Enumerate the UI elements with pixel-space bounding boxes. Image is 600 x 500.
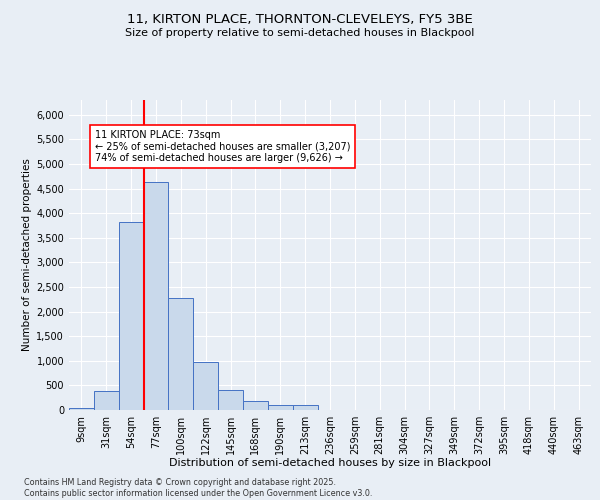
Bar <box>293 405 317 410</box>
Bar <box>218 390 243 410</box>
Text: 11 KIRTON PLACE: 73sqm
← 25% of semi-detached houses are smaller (3,207)
74% of : 11 KIRTON PLACE: 73sqm ← 25% of semi-det… <box>95 130 350 162</box>
Bar <box>69 408 94 410</box>
Bar <box>243 401 268 410</box>
Bar <box>268 404 293 410</box>
Bar <box>119 222 143 410</box>
Text: 11, KIRTON PLACE, THORNTON-CLEVELEYS, FY5 3BE: 11, KIRTON PLACE, THORNTON-CLEVELEYS, FY… <box>127 12 473 26</box>
Y-axis label: Number of semi-detached properties: Number of semi-detached properties <box>22 158 32 352</box>
Bar <box>143 182 169 410</box>
Bar <box>94 391 119 410</box>
Bar <box>193 362 218 410</box>
Text: Contains HM Land Registry data © Crown copyright and database right 2025.
Contai: Contains HM Land Registry data © Crown c… <box>24 478 373 498</box>
Text: Size of property relative to semi-detached houses in Blackpool: Size of property relative to semi-detach… <box>125 28 475 38</box>
X-axis label: Distribution of semi-detached houses by size in Blackpool: Distribution of semi-detached houses by … <box>169 458 491 468</box>
Bar <box>169 298 193 410</box>
